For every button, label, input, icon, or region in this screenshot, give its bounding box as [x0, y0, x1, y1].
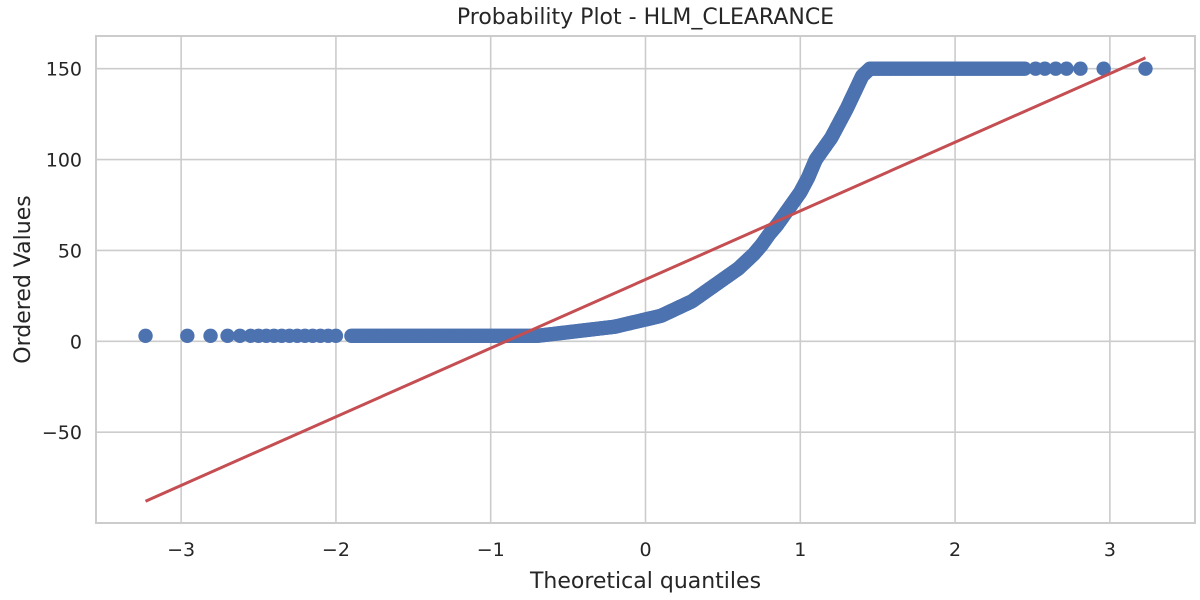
x-tick-label: −3 — [167, 539, 195, 561]
y-tick-label: 50 — [58, 240, 82, 262]
data-point — [700, 283, 715, 298]
chart-title: Probability Plot - HLM_CLEARANCE — [457, 5, 834, 30]
x-tick-label: 0 — [639, 539, 651, 561]
data-point — [421, 328, 436, 344]
data-point — [731, 261, 746, 276]
data-point — [375, 328, 390, 344]
y-axis-label: Ordered Values — [11, 195, 36, 363]
data-point — [359, 328, 375, 344]
data-point — [576, 323, 591, 338]
x-axis-label: Theoretical quantiles — [529, 569, 761, 594]
data-point — [653, 308, 669, 324]
data-point — [715, 272, 731, 287]
data-point — [971, 61, 986, 76]
data-point — [1048, 61, 1063, 76]
data-point — [940, 61, 955, 76]
data-point — [878, 61, 893, 76]
data-point — [793, 185, 808, 200]
data-point — [390, 328, 406, 344]
data-point — [328, 328, 344, 344]
data-point — [591, 321, 607, 336]
data-point — [862, 61, 878, 76]
x-tick-labels: −3 −2 −1 0 1 2 3 — [167, 539, 1116, 561]
data-points — [138, 61, 1153, 344]
data-point — [955, 61, 971, 76]
data-point — [560, 324, 576, 340]
data-point — [800, 170, 816, 185]
y-tick-label: 150 — [46, 59, 82, 81]
data-point — [622, 315, 638, 331]
data-point — [138, 328, 153, 344]
data-point — [847, 85, 862, 100]
data-point — [545, 326, 560, 342]
y-tick-label: 0 — [70, 331, 82, 353]
data-point — [754, 237, 769, 253]
data-point — [1002, 61, 1017, 76]
y-tick-label: 100 — [46, 150, 82, 172]
data-point — [816, 141, 831, 156]
data-point — [684, 294, 700, 309]
data-point — [1037, 61, 1053, 76]
data-point — [831, 116, 847, 131]
data-point — [669, 301, 684, 316]
fit-line-layer — [144, 56, 1147, 503]
x-tick-label: 1 — [794, 539, 806, 561]
y-tick-label: −50 — [42, 422, 82, 444]
data-point — [1059, 61, 1074, 76]
y-tick-labels: −50 0 50 100 150 — [42, 59, 82, 444]
data-point — [232, 328, 248, 344]
data-point — [638, 312, 653, 327]
fit-line — [144, 56, 1147, 503]
data-point — [1096, 61, 1111, 76]
plot-frame — [95, 35, 1196, 524]
data-point — [1017, 61, 1032, 76]
data-point — [808, 152, 823, 167]
data-point — [203, 328, 218, 344]
data-point — [986, 61, 1001, 76]
x-tick-label: 3 — [1104, 539, 1116, 561]
data-point — [839, 101, 854, 116]
data-point — [406, 328, 421, 344]
data-point — [468, 328, 483, 344]
data-point — [452, 328, 467, 344]
data-point — [483, 328, 498, 344]
data-point — [220, 328, 235, 344]
grid — [96, 36, 1195, 523]
data-point — [437, 328, 452, 344]
data-point — [344, 328, 359, 344]
data-point — [785, 195, 800, 211]
data-point — [1073, 61, 1088, 76]
data-point — [824, 130, 839, 145]
data-point — [607, 319, 622, 334]
x-tick-label: 2 — [949, 539, 961, 561]
data-point — [924, 61, 940, 76]
x-tick-label: −2 — [322, 539, 350, 561]
data-point — [909, 61, 924, 76]
data-point — [1138, 61, 1153, 76]
data-point — [180, 328, 195, 344]
data-point — [529, 328, 545, 344]
x-tick-label: −1 — [477, 539, 505, 561]
data-point — [893, 61, 909, 76]
